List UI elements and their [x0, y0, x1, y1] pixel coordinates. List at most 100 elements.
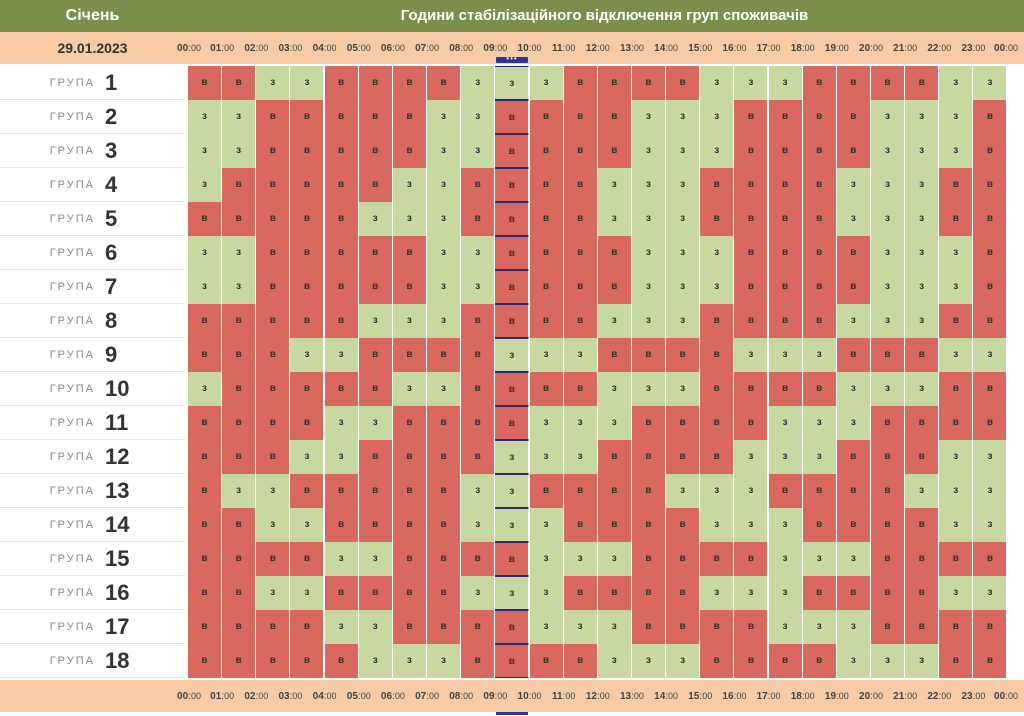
group-word: ГРУПА	[49, 179, 95, 191]
hour-cell: в	[529, 304, 564, 338]
hour-cell: з	[768, 508, 803, 542]
hour-cell: в	[802, 270, 837, 304]
time-tick: 07:00	[415, 43, 440, 54]
hour-cell: з	[666, 134, 701, 168]
time-tick-hour: 00	[177, 43, 189, 54]
hour-cell: в	[871, 508, 905, 542]
schedule-title: Години стабілізаційного відключення груп…	[400, 7, 809, 24]
hour-cell: з	[222, 236, 257, 270]
group-label: ГРУПА 17	[0, 610, 185, 644]
hour-cell: з	[700, 100, 735, 134]
time-tick-hour: 05	[346, 691, 358, 702]
hour-cell: з	[905, 270, 940, 304]
hour-cell: в	[461, 440, 496, 474]
hour-cell: в	[973, 168, 1008, 202]
hour-cell: з	[631, 202, 666, 236]
hour-cell: з	[905, 236, 940, 270]
hour-cell: з	[802, 338, 837, 372]
hour-cell: з	[666, 372, 701, 406]
hour-cell: з	[427, 644, 462, 678]
time-tick-minute: 00	[326, 691, 337, 701]
time-tick: 13:00	[619, 43, 644, 54]
hour-cell: в	[631, 440, 666, 474]
hour-cell: в	[836, 338, 871, 372]
hour-cell: з	[427, 372, 462, 406]
time-tick: 23:00	[961, 691, 986, 702]
hour-cell: в	[768, 236, 803, 270]
hour-cell: в	[666, 576, 701, 610]
group-number: 17	[105, 614, 130, 639]
hour-cell: в	[358, 66, 393, 100]
time-tick-hour: 03	[278, 691, 290, 702]
time-tick-minute: 00	[190, 43, 201, 53]
hour-cell: в	[905, 610, 940, 644]
hour-cell: з	[358, 202, 393, 236]
group-label: ГРУПА 11	[0, 406, 185, 440]
hour-cell: в	[802, 372, 837, 406]
hour-cell: в	[290, 372, 325, 406]
hour-cell: в	[768, 474, 803, 508]
group-label: ГРУПА 13	[0, 474, 185, 508]
time-tick-minute: 00	[872, 691, 883, 701]
time-tick-minute: 00	[190, 691, 201, 701]
hour-cell: з	[905, 100, 940, 134]
time-tick-hour: 23	[961, 691, 973, 702]
time-tick-hour: 19	[824, 43, 837, 54]
group-label: ГРУПА 10	[0, 372, 185, 406]
hour-cell: в	[563, 644, 598, 678]
time-tick: 12:00	[585, 691, 610, 702]
hour-cell: з	[290, 508, 325, 542]
hour-cell: в	[768, 644, 803, 678]
hour-cell: в	[222, 202, 257, 236]
group-word: ГРУПА	[49, 77, 95, 89]
hour-cell: в	[427, 338, 462, 372]
hour-cell: в	[529, 270, 564, 304]
hour-cell: в	[256, 372, 291, 406]
time-tick-hour: 15	[688, 691, 700, 702]
hour-cell: в	[188, 474, 222, 508]
hour-cell: в	[290, 236, 325, 270]
hour-cell: з	[871, 270, 905, 304]
time-tick-hour: 01	[210, 43, 222, 54]
hour-cell: з	[563, 440, 598, 474]
group-word: ГРУПА	[49, 315, 95, 327]
group-label: ГРУПА 8	[0, 304, 185, 338]
hour-cell: в	[256, 542, 291, 576]
time-tick-hour: 18	[790, 691, 802, 702]
time-tick-minute: 00	[804, 43, 815, 53]
hour-cell: в	[871, 610, 905, 644]
hour-cell: з	[495, 338, 530, 372]
hour-cell: з	[666, 100, 701, 134]
time-tick: 22:00	[927, 43, 952, 54]
hour-cell: з	[392, 372, 427, 406]
time-tick: 16:00	[722, 691, 747, 702]
group-number: 16	[105, 580, 130, 605]
hour-cell: з	[495, 576, 530, 610]
hour-cell: в	[324, 168, 359, 202]
hour-cell: в	[734, 202, 769, 236]
hour-cell: в	[222, 338, 257, 372]
hour-cell: в	[802, 100, 837, 134]
time-tick-minute: 00	[497, 691, 508, 701]
hour-cell: в	[631, 576, 666, 610]
time-tick-minute: 00	[907, 43, 918, 53]
hour-cell: в	[631, 406, 666, 440]
time-tick: 05:00	[346, 691, 371, 702]
hour-cell: в	[597, 576, 632, 610]
time-tick-minute: 00	[292, 43, 303, 53]
hour-cell: в	[256, 236, 291, 270]
hour-cell: з	[871, 372, 905, 406]
hour-cell: в	[871, 406, 905, 440]
time-tick: 17:00	[756, 691, 781, 702]
time-tick-hour: 13	[619, 43, 632, 54]
time-tick: 03:00	[278, 691, 303, 702]
hour-cell: в	[734, 610, 769, 644]
group-word: ГРУПА	[49, 213, 95, 225]
hour-cell: з	[768, 576, 803, 610]
time-tick-minute: 00	[736, 43, 747, 53]
hour-cell: в	[563, 66, 598, 100]
hour-cell: в	[734, 134, 769, 168]
time-tick-minute: 00	[258, 691, 269, 701]
hour-cell: з	[939, 134, 974, 168]
hour-cell: з	[700, 66, 735, 100]
